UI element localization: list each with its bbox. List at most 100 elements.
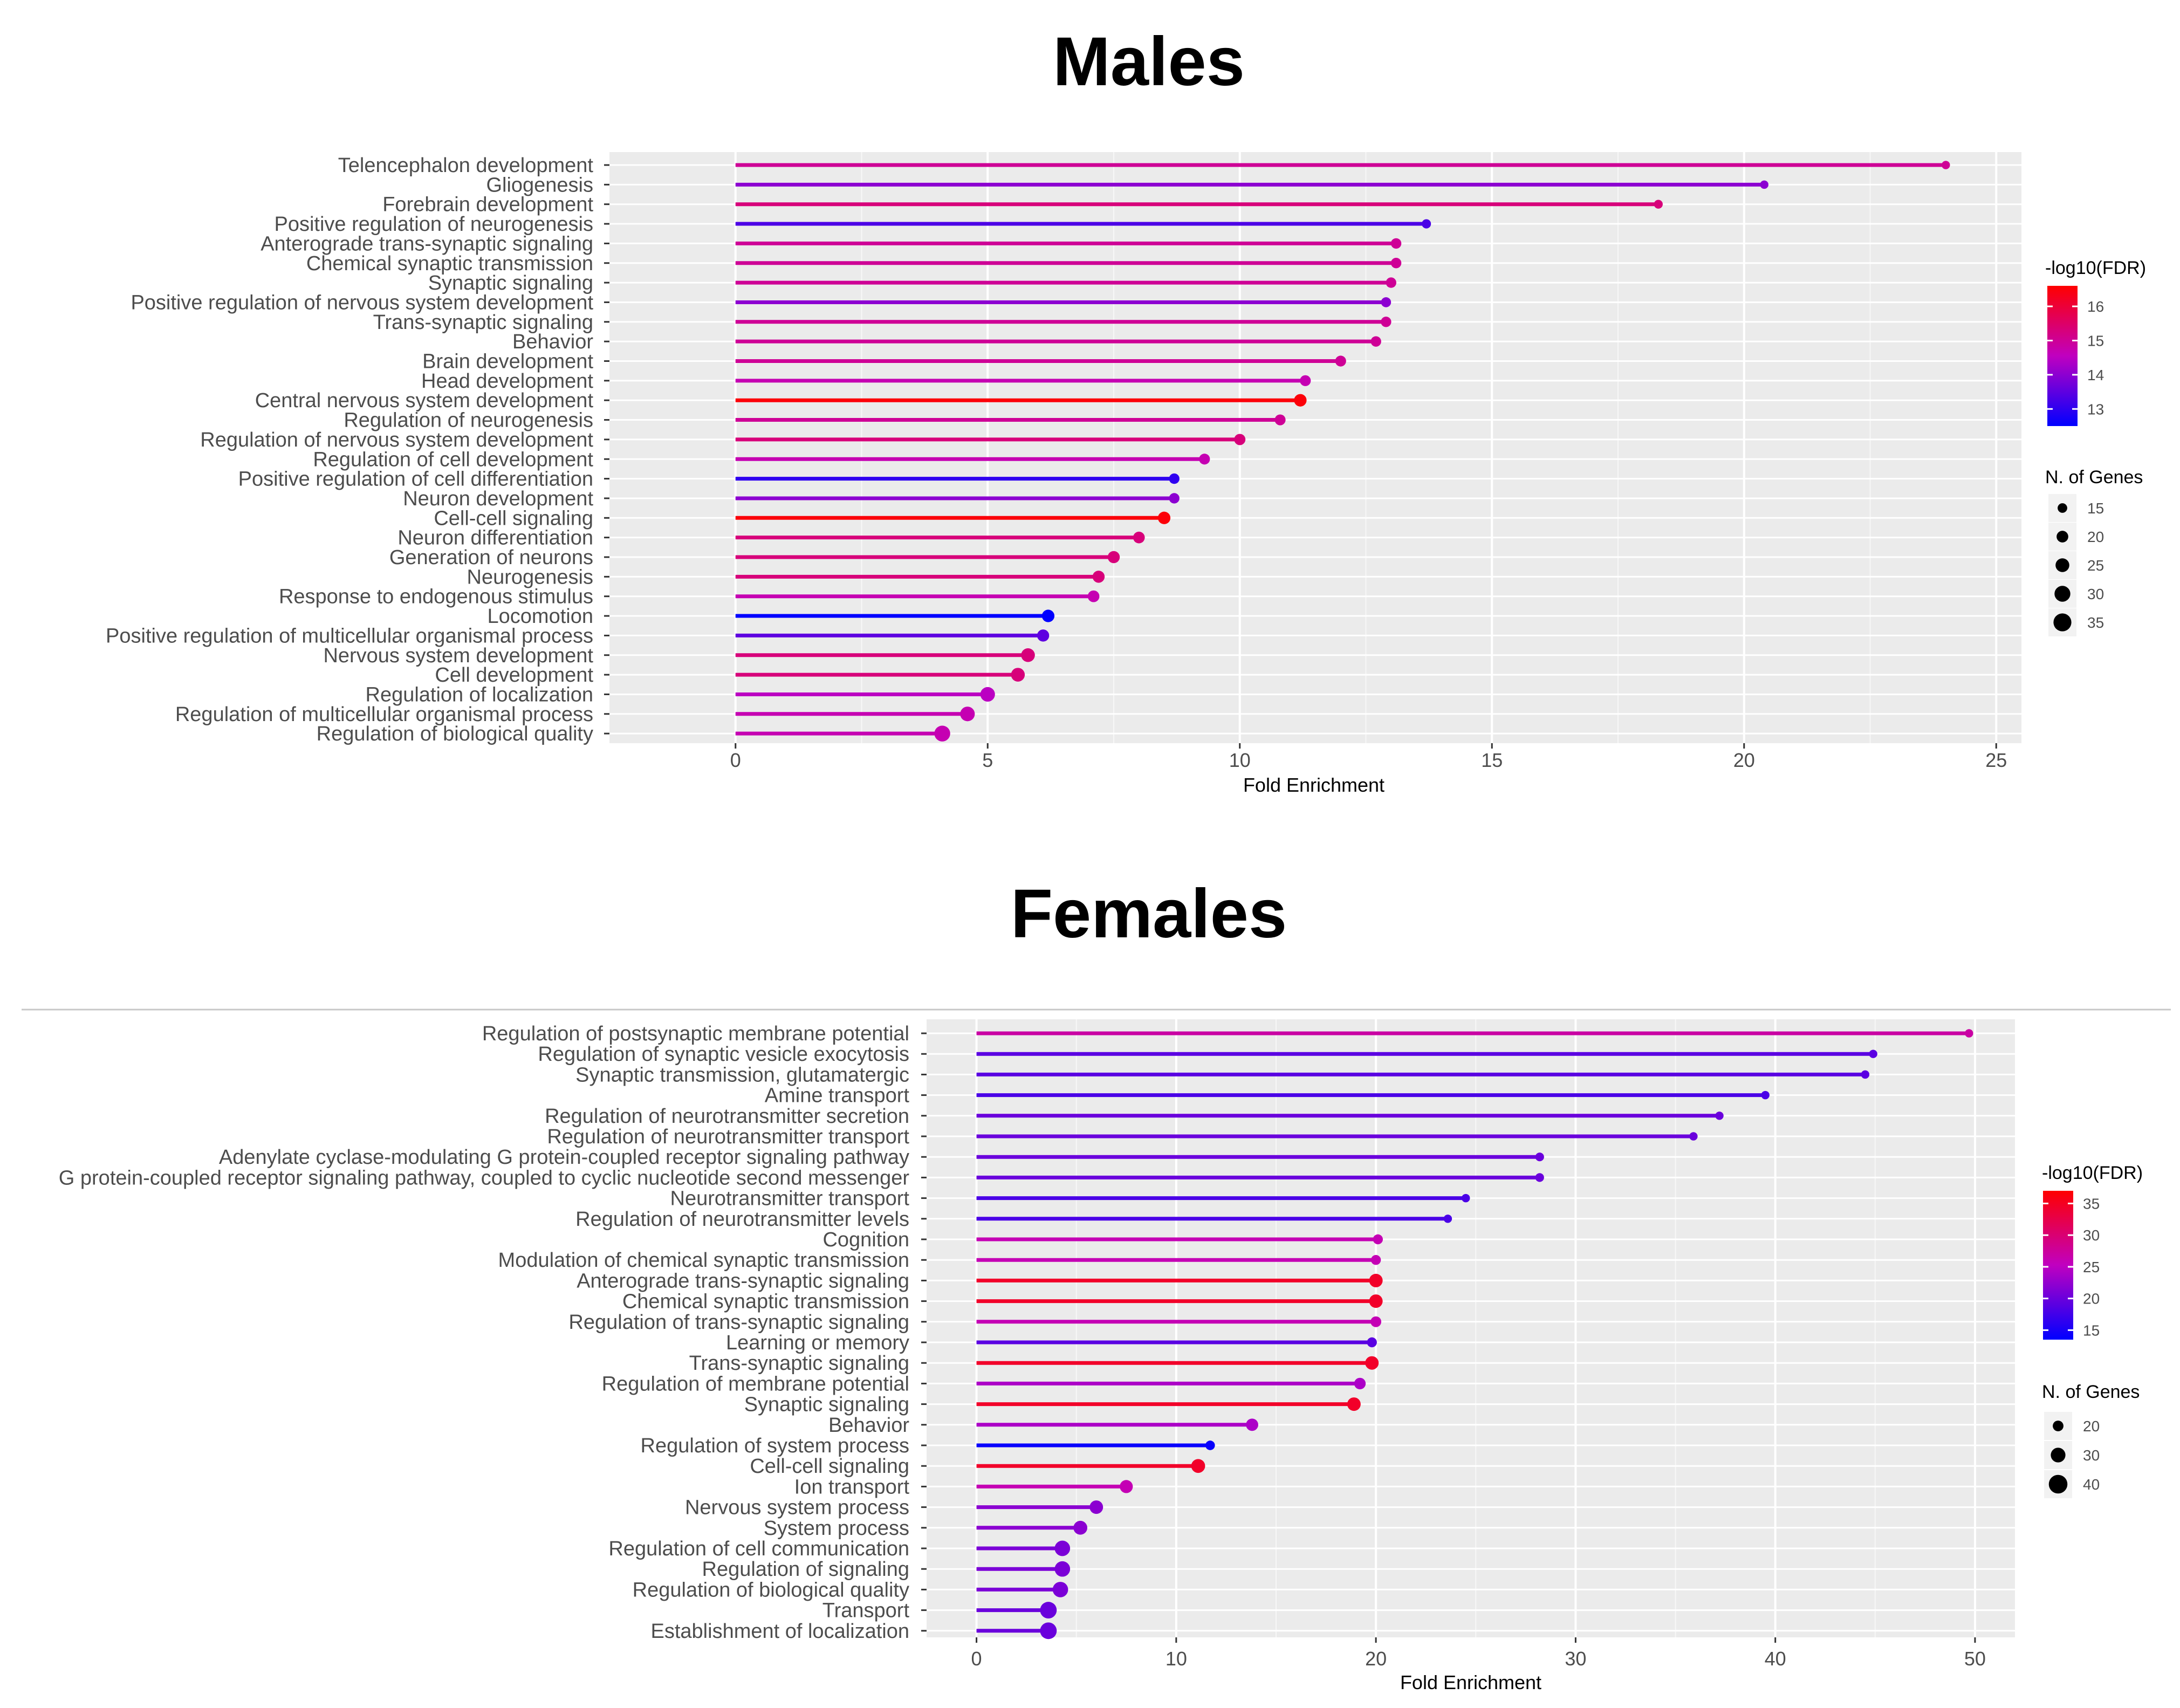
category-label: Synaptic transmission, glutamatergic <box>575 1064 909 1086</box>
lollipop-point <box>1370 336 1381 347</box>
lollipop-point <box>1054 1540 1071 1556</box>
lollipop-point <box>960 706 975 722</box>
category-label: Gliogenesis <box>486 174 593 196</box>
lollipop-point <box>1073 1520 1087 1535</box>
lollipop-point <box>1367 1337 1377 1348</box>
category-label: Regulation of neurotransmitter levels <box>575 1208 909 1231</box>
lollipop-point <box>1234 434 1246 445</box>
males-chart: Males Telencephalon developmentGliogenes… <box>106 23 2146 796</box>
x-tick-label: 30 <box>1565 1648 1586 1670</box>
category-label: Chemical synaptic transmission <box>622 1291 909 1313</box>
category-label: Positive regulation of nervous system de… <box>131 291 593 314</box>
size-legend-point <box>2048 1474 2068 1494</box>
lollipop-point <box>1422 219 1431 229</box>
lollipop-point <box>1760 180 1768 189</box>
lollipop-point <box>1089 1500 1103 1514</box>
color-legend-title: -log10(FDR) <box>2045 258 2146 278</box>
lollipop-point <box>1300 375 1311 386</box>
lollipop-point <box>1347 1397 1361 1411</box>
lollipop-point <box>1370 1255 1381 1265</box>
category-label: Brain development <box>422 351 593 373</box>
category-label: Anterograde trans-synaptic signaling <box>577 1270 909 1292</box>
lollipop-point <box>1535 1153 1544 1162</box>
size-legend-label: 30 <box>2083 1447 2100 1464</box>
lollipop-point <box>1443 1215 1452 1223</box>
size-legend-label: 20 <box>2087 529 2104 545</box>
lollipop-point <box>1040 1602 1057 1619</box>
category-label: Modulation of chemical synaptic transmis… <box>498 1249 909 1272</box>
plot-background <box>927 1019 2015 1637</box>
x-tick-label: 5 <box>982 749 993 771</box>
lollipop-point <box>1715 1112 1724 1120</box>
category-label: Regulation of multicellular organismal p… <box>175 703 593 726</box>
size-legend-title: N. of Genes <box>2042 1382 2140 1402</box>
category-label: Cell-cell signaling <box>434 507 593 530</box>
lollipop-point <box>934 725 950 742</box>
lollipop-point <box>1011 668 1025 682</box>
size-legend-point <box>2055 558 2069 572</box>
x-tick-label: 0 <box>730 749 741 771</box>
lollipop-point <box>1157 511 1171 524</box>
lollipop-point <box>1462 1193 1470 1203</box>
color-legend-label: 14 <box>2087 367 2104 383</box>
lollipop-point <box>1369 1294 1383 1308</box>
lollipop-point <box>1120 1480 1133 1493</box>
x-axis-label: Fold Enrichment <box>1400 1671 1541 1693</box>
color-legend-title: -log10(FDR) <box>2042 1163 2143 1183</box>
category-label: Trans-synaptic signaling <box>689 1352 909 1375</box>
category-label: Establishment of localization <box>651 1620 909 1643</box>
females-chart: Females Regulation of postsynaptic membr… <box>22 875 2171 1693</box>
chart-title: Males <box>1053 23 1245 100</box>
category-label: Regulation of trans-synaptic signaling <box>568 1311 909 1334</box>
lollipop-point <box>1535 1173 1544 1182</box>
category-label: Positive regulation of cell differentiat… <box>238 468 593 491</box>
lollipop-point <box>1390 238 1402 249</box>
category-label: G protein-coupled receptor signaling pat… <box>59 1167 910 1189</box>
category-label: Cognition <box>822 1229 909 1251</box>
color-legend-label: 15 <box>2087 332 2104 349</box>
category-label: Behavior <box>828 1414 909 1437</box>
category-label: Regulation of signaling <box>702 1558 910 1581</box>
lollipop-point <box>1107 551 1120 564</box>
lollipop-point <box>1191 1459 1205 1473</box>
lollipop-point <box>1133 531 1145 544</box>
lollipop-point <box>980 687 995 702</box>
category-label: Regulation of neurogenesis <box>344 409 593 432</box>
category-label: Neurotransmitter transport <box>670 1188 910 1210</box>
category-label: Anterograde trans-synaptic signaling <box>260 232 593 255</box>
lollipop-point <box>1365 1356 1379 1370</box>
lollipop-point <box>1087 590 1100 602</box>
lollipop-point <box>1381 317 1391 327</box>
category-label: Regulation of biological quality <box>317 723 593 745</box>
lollipop-point <box>1040 1622 1057 1640</box>
size-legend-point <box>2051 1448 2066 1463</box>
color-legend: -log10(FDR) 15 20 25 30 35 <box>2042 1163 2143 1340</box>
plot-background <box>609 152 2021 743</box>
size-legend-point <box>2054 586 2071 602</box>
size-legend-label: 40 <box>2083 1476 2100 1493</box>
category-label: Nervous system development <box>323 644 593 667</box>
size-legend-label: 35 <box>2087 614 2104 631</box>
category-label: Telencephalon development <box>338 154 594 177</box>
category-label: Regulation of nervous system development <box>200 429 593 451</box>
lollipop-point <box>1370 1316 1382 1327</box>
category-label: Locomotion <box>488 605 593 628</box>
color-legend-bar <box>2047 286 2078 426</box>
x-tick-label: 20 <box>1365 1648 1387 1670</box>
lollipop-point <box>1941 161 1950 169</box>
category-label: Regulation of neurotransmitter secretion <box>545 1105 909 1128</box>
category-label: Chemical synaptic transmission <box>306 252 593 275</box>
size-legend: N. of Genes 15 20 25 30 35 <box>2045 467 2143 636</box>
lollipop-point <box>1054 1561 1071 1577</box>
chart-title: Females <box>1011 875 1287 952</box>
category-label: Amine transport <box>765 1085 910 1107</box>
category-label: Positive regulation of multicellular org… <box>106 625 593 647</box>
x-tick-label: 40 <box>1765 1648 1786 1670</box>
category-label: Regulation of biological quality <box>633 1579 909 1601</box>
color-legend: -log10(FDR) 13 14 15 16 <box>2045 258 2146 426</box>
lollipop-point <box>1021 648 1035 662</box>
category-label: Regulation of neurotransmitter transport <box>547 1126 909 1148</box>
color-legend-label: 13 <box>2087 401 2104 417</box>
category-label: Regulation of cell communication <box>608 1538 909 1560</box>
